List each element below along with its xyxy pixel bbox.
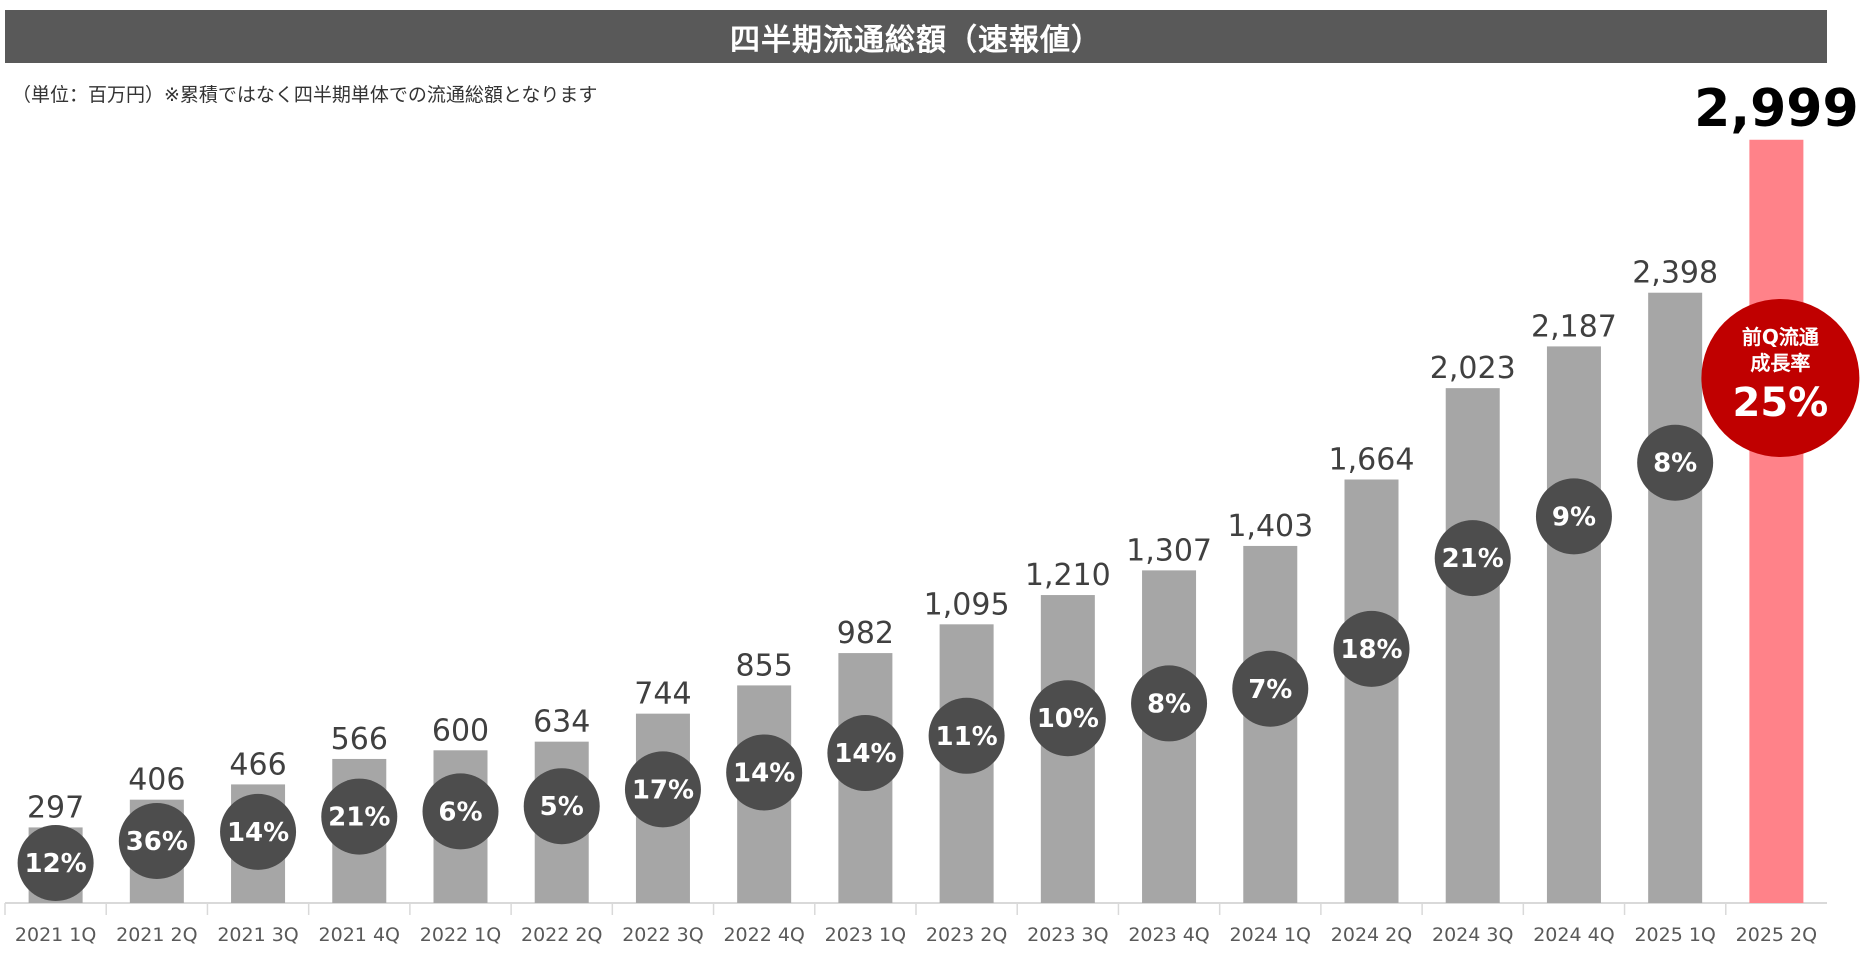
category-label: 2024 2Q	[1331, 924, 1412, 946]
growth-circle	[220, 793, 297, 870]
value-label: 466	[229, 747, 286, 782]
highlight-label-line1: 前Q流通	[1742, 325, 1819, 349]
value-label: 1,095	[924, 587, 1010, 622]
growth-label: 8%	[1653, 449, 1697, 479]
category-label: 2022 3Q	[622, 924, 703, 946]
category-label: 2021 2Q	[116, 924, 197, 946]
category-label: 2024 3Q	[1432, 924, 1513, 946]
chart-title-bar: 四半期流通総額（速報値）	[5, 10, 1827, 63]
growth-circle	[118, 803, 195, 880]
bar	[1648, 292, 1703, 904]
value-label: 2,999	[1694, 79, 1858, 139]
growth-circle	[827, 715, 904, 792]
value-label: 982	[837, 616, 894, 651]
growth-label: 17%	[632, 775, 694, 805]
growth-label: 12%	[24, 849, 86, 879]
growth-label: 8%	[1147, 689, 1191, 719]
growth-circle	[1434, 520, 1511, 597]
highlight-label-line2: 成長率	[1750, 351, 1810, 375]
growth-label: 14%	[834, 739, 896, 769]
value-label: 2,023	[1430, 351, 1516, 386]
unit-note: （単位：百万円）※累積ではなく四半期単体での流通総額となります	[12, 84, 598, 106]
growth-circle	[321, 778, 398, 855]
growth-label: 21%	[1442, 544, 1504, 574]
growth-circle	[1637, 424, 1714, 501]
growth-label: 5%	[540, 792, 584, 822]
growth-circle	[1029, 680, 1106, 757]
growth-circle	[1232, 650, 1309, 727]
value-label: 1,403	[1227, 509, 1313, 544]
value-label: 566	[331, 722, 388, 757]
category-label: 2021 1Q	[15, 924, 96, 946]
category-label: 2023 2Q	[926, 924, 1007, 946]
category-label: 2022 2Q	[521, 924, 602, 946]
value-label: 406	[128, 763, 185, 798]
category-label: 2025 1Q	[1634, 924, 1715, 946]
growth-label: 14%	[227, 818, 289, 848]
category-label: 2022 1Q	[420, 924, 501, 946]
category-label: 2023 4Q	[1128, 924, 1209, 946]
growth-label: 18%	[1340, 635, 1402, 665]
growth-label: 11%	[935, 722, 997, 752]
category-label: 2022 4Q	[723, 924, 804, 946]
value-label: 744	[634, 677, 691, 712]
growth-label: 6%	[438, 797, 482, 827]
chart-title: 四半期流通総額（速報値）	[730, 22, 1102, 58]
growth-label: 36%	[126, 827, 188, 857]
highlight-growth-value: 25%	[1733, 380, 1829, 426]
growth-label: 10%	[1037, 704, 1099, 734]
value-label: 297	[27, 790, 84, 825]
growth-circle	[1535, 478, 1612, 555]
value-label: 600	[432, 713, 489, 748]
value-label: 1,210	[1025, 558, 1111, 593]
category-label: 2025 2Q	[1736, 924, 1817, 946]
category-label: 2024 1Q	[1230, 924, 1311, 946]
category-label: 2021 4Q	[319, 924, 400, 946]
value-label: 1,307	[1126, 533, 1212, 568]
growth-circle	[726, 734, 803, 811]
bar	[1344, 479, 1399, 903]
category-label: 2023 1Q	[825, 924, 906, 946]
growth-circle	[422, 773, 499, 850]
bar	[1749, 139, 1804, 903]
value-label: 2,187	[1531, 309, 1617, 344]
growth-circle	[928, 697, 1005, 774]
growth-label: 7%	[1248, 675, 1292, 705]
value-label: 2,398	[1632, 256, 1718, 291]
value-label: 1,664	[1329, 443, 1415, 478]
value-label: 855	[736, 648, 793, 683]
value-label: 634	[533, 705, 590, 740]
bar	[1546, 346, 1601, 903]
growth-label: 21%	[328, 803, 390, 833]
growth-label: 14%	[733, 758, 795, 788]
category-label: 2021 3Q	[217, 924, 298, 946]
growth-circle	[1131, 665, 1208, 742]
bar	[1445, 388, 1500, 904]
category-label: 2024 4Q	[1533, 924, 1614, 946]
growth-circle	[1333, 610, 1410, 687]
highlight-growth-circle	[1701, 299, 1860, 457]
category-label: 2023 3Q	[1027, 924, 1108, 946]
growth-circle	[523, 768, 600, 845]
growth-circle	[624, 751, 701, 828]
growth-circle	[17, 825, 94, 901]
growth-label: 9%	[1552, 502, 1596, 532]
